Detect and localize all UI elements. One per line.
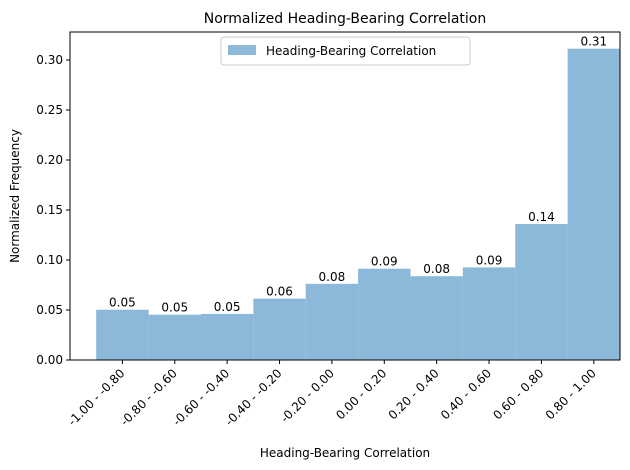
- y-tick-label-5: 0.25: [36, 103, 63, 117]
- x-axis-label: Heading-Bearing Correlation: [260, 446, 430, 460]
- data-label-5: 0.09: [371, 255, 398, 269]
- x-tick-label-6: 0.20 - 0.40: [386, 366, 442, 422]
- axes-frame: [69, 31, 621, 361]
- data-label-2: 0.05: [214, 300, 241, 314]
- x-tick-label-8: 0.60 - 0.80: [490, 366, 546, 422]
- x-tick-label-3: -0.40 - -0.20: [222, 366, 284, 428]
- bar-9: [567, 48, 620, 360]
- data-label-7: 0.09: [476, 253, 503, 267]
- y-tick-label-3: 0.15: [36, 203, 63, 217]
- chart-title: Normalized Heading-Bearing Correlation: [204, 11, 487, 27]
- x-tick-label-5: 0.00 - 0.20: [333, 366, 389, 422]
- data-label-4: 0.08: [319, 270, 346, 284]
- data-label-1: 0.05: [161, 301, 188, 315]
- bar-8: [515, 224, 568, 360]
- bar-3: [253, 298, 306, 360]
- bar-4: [305, 283, 359, 360]
- data-label-9: 0.31: [580, 35, 607, 49]
- legend-frame: [220, 36, 471, 66]
- x-tick-label-7: 0.40 - 0.60: [438, 366, 494, 422]
- bars-layer: [96, 48, 620, 360]
- bar-0: [96, 309, 149, 360]
- bar-2: [200, 313, 254, 360]
- bar-7: [462, 267, 516, 360]
- y-tick-label-2: 0.10: [36, 253, 63, 267]
- legend-swatch: [228, 45, 256, 55]
- y-axis-label: Normalized Frequency: [8, 129, 22, 263]
- bar-1: [148, 314, 201, 360]
- data-labels-layer: 0.05 0.05 0.05 0.06 0.08 0.09 0.08 0.09 0.14 0.31: [109, 35, 607, 315]
- y-tick-label-4: 0.20: [36, 153, 63, 167]
- data-label-0: 0.05: [109, 296, 136, 310]
- y-tick-label-1: 0.05: [36, 303, 63, 317]
- bar-5: [358, 268, 411, 360]
- x-tick-label-4: -0.20 - 0.00: [278, 366, 337, 425]
- data-label-8: 0.14: [528, 210, 555, 224]
- data-label-6: 0.08: [423, 262, 450, 276]
- legend-label: Heading-Bearing Correlation: [266, 44, 436, 58]
- data-label-3: 0.06: [266, 285, 293, 299]
- legend: Heading-Bearing Correlation: [220, 36, 471, 66]
- y-tick-label-0: 0.00: [36, 353, 63, 367]
- bar-6: [410, 276, 463, 360]
- x-tick-label-9: 0.80 - 1.00: [543, 366, 599, 422]
- y-tick-label-6: 0.30: [36, 53, 63, 67]
